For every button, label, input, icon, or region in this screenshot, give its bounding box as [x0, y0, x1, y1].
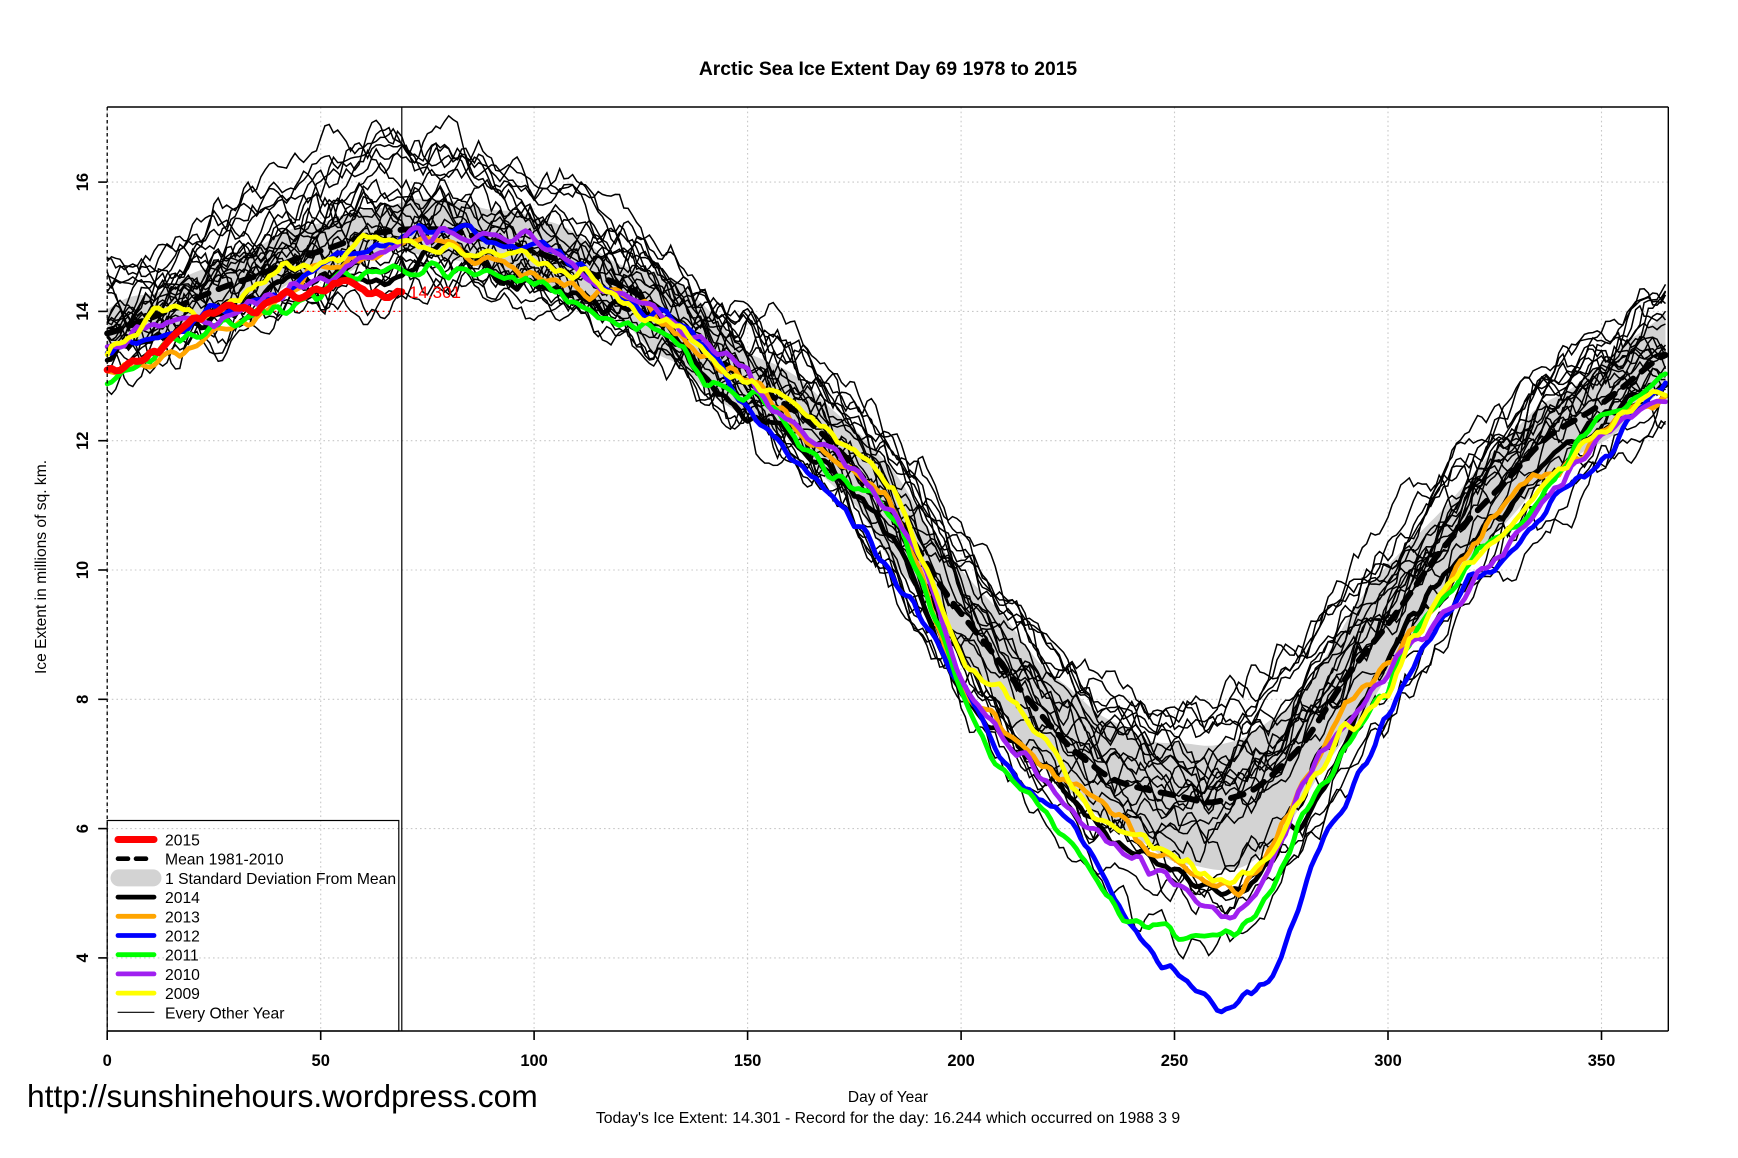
svg-text:150: 150 [734, 1052, 762, 1070]
svg-text:2014: 2014 [165, 890, 200, 907]
svg-text:Ice Extent in millions of sq.: Ice Extent in millions of sq. km. [33, 460, 50, 674]
svg-text:14.301: 14.301 [409, 283, 461, 302]
svg-text:Mean 1981-2010: Mean 1981-2010 [165, 852, 284, 869]
svg-text:100: 100 [520, 1052, 548, 1070]
svg-text:Arctic Sea Ice Extent Day 69 1: Arctic Sea Ice Extent Day 69 1978 to 201… [699, 59, 1078, 80]
svg-text:2011: 2011 [165, 948, 199, 965]
svg-text:16: 16 [74, 173, 92, 191]
svg-text:Today's Ice Extent: 14.301 -: Today's Ice Extent: 14.301 - Record for … [596, 1110, 1181, 1127]
svg-text:2015: 2015 [165, 833, 200, 850]
svg-text:12: 12 [74, 432, 92, 450]
svg-text:8: 8 [74, 695, 92, 704]
svg-text:50: 50 [312, 1052, 330, 1070]
svg-text:0: 0 [103, 1052, 112, 1070]
svg-text:14: 14 [74, 301, 92, 320]
svg-text:4: 4 [74, 952, 92, 962]
svg-text:2012: 2012 [165, 929, 200, 946]
svg-text:6: 6 [74, 824, 92, 833]
svg-text:http://sunshinehours.wordpress: http://sunshinehours.wordpress.com [27, 1078, 538, 1114]
svg-text:2009: 2009 [165, 986, 200, 1003]
svg-text:300: 300 [1374, 1052, 1402, 1070]
svg-text:Every Other Year: Every Other Year [165, 1005, 284, 1022]
svg-text:10: 10 [74, 561, 92, 579]
svg-text:200: 200 [947, 1052, 975, 1070]
svg-text:1 Standard Deviation From Mean: 1 Standard Deviation From Mean [165, 871, 396, 888]
svg-text:350: 350 [1588, 1052, 1616, 1070]
svg-text:2013: 2013 [165, 909, 200, 926]
svg-text:2010: 2010 [165, 967, 200, 984]
svg-text:250: 250 [1161, 1052, 1189, 1070]
svg-text:Day of Year: Day of Year [848, 1089, 928, 1106]
